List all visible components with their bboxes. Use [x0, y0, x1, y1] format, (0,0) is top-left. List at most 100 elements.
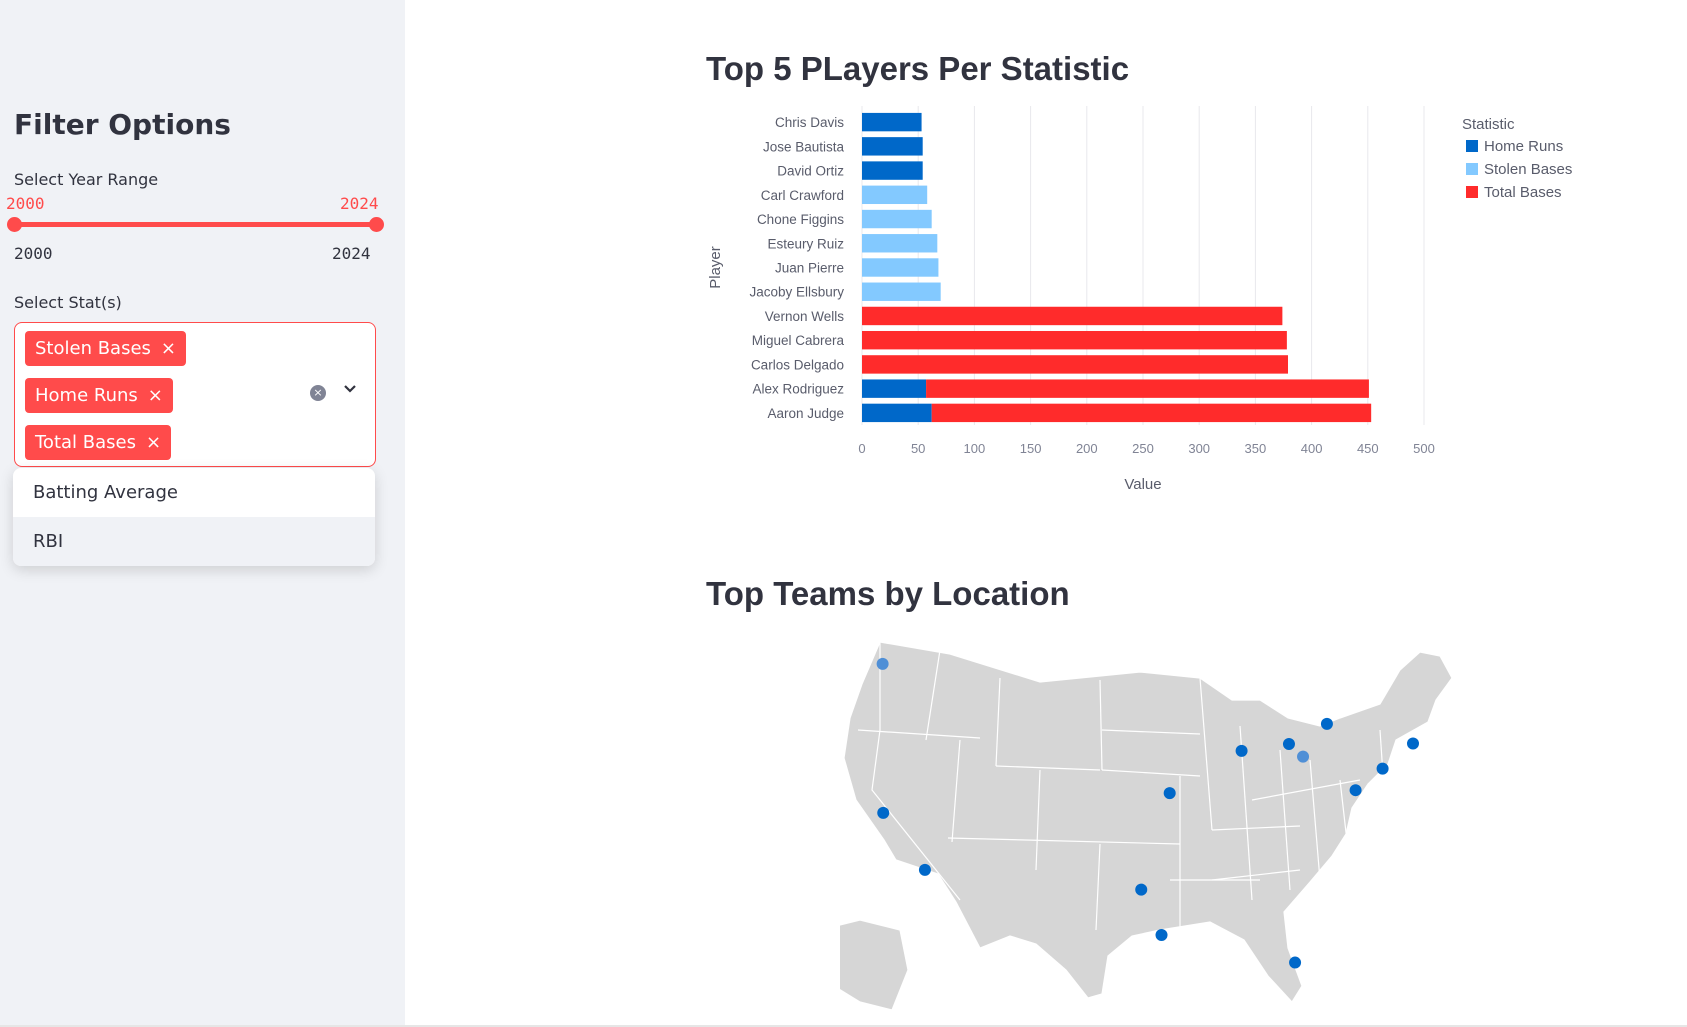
tag-label: Home Runs — [35, 385, 138, 406]
team-location-dot — [1155, 929, 1168, 942]
state-border — [1211, 869, 1301, 881]
year-range-label: Select Year Range — [14, 170, 159, 189]
dropdown-option-batting-average[interactable]: Batting Average — [33, 482, 178, 503]
team-location-dot — [1282, 737, 1295, 750]
legend-swatch — [1466, 140, 1478, 152]
bar — [862, 403, 932, 423]
state-border — [995, 677, 1001, 767]
dropdown-option-rbi[interactable]: RBI — [13, 517, 375, 566]
y-tick-label: David Ortiz — [777, 164, 844, 179]
y-tick-label: Aaron Judge — [767, 406, 844, 421]
legend-label: Home Runs — [1484, 138, 1563, 155]
team-location-dot — [1289, 956, 1302, 969]
x-axis-title: Value — [1124, 476, 1161, 493]
bar — [862, 379, 927, 398]
legend-title: Statistic — [1462, 116, 1515, 133]
bar — [862, 330, 1287, 350]
us-map — [840, 641, 1453, 1011]
remove-tag-icon[interactable]: × — [147, 385, 163, 406]
y-axis-title: Player — [707, 246, 724, 289]
state-border — [1251, 779, 1361, 801]
team-location-dot — [1376, 762, 1389, 775]
year-range-tick-max: 2024 — [332, 244, 371, 263]
remove-tag-icon[interactable]: × — [145, 432, 162, 453]
bar — [862, 161, 923, 180]
legend-swatch — [1466, 163, 1478, 175]
bar — [862, 137, 923, 156]
tag-stolen-bases[interactable]: Stolen Bases × — [25, 331, 187, 366]
state-border — [1379, 729, 1385, 791]
y-tick-label: Alex Rodriguez — [752, 382, 844, 397]
y-tick-label: Carlos Delgado — [751, 357, 844, 372]
tag-label: Stolen Bases — [35, 338, 151, 359]
bar — [862, 112, 922, 132]
bar — [862, 209, 932, 229]
team-location-dot — [1135, 883, 1148, 896]
bar — [862, 282, 941, 301]
x-tick-label: 150 — [1020, 441, 1042, 456]
alaska-shape — [840, 919, 909, 1011]
y-tick-label: Juan Pierre — [775, 261, 844, 276]
clear-all-icon[interactable]: × — [310, 385, 326, 401]
year-range-max-value: 2024 — [340, 194, 379, 213]
bar — [862, 258, 939, 277]
x-tick-label: 450 — [1357, 441, 1379, 456]
x-tick-label: 50 — [911, 441, 925, 456]
tag-label: Total Bases — [35, 432, 136, 453]
state-border — [871, 729, 961, 901]
x-tick-label: 400 — [1301, 441, 1323, 456]
bar — [862, 306, 1283, 326]
x-tick-label: 200 — [1076, 441, 1098, 456]
stats-dropdown: Batting Average RBI — [13, 468, 375, 566]
team-location-dot — [1320, 717, 1333, 730]
state-border — [995, 765, 1101, 771]
y-tick-label: Jacoby Ellsbury — [749, 285, 844, 300]
state-border — [1309, 759, 1321, 881]
remove-tag-icon[interactable]: × — [160, 338, 177, 359]
chart-title: Top 5 PLayers Per Statistic — [706, 50, 1130, 87]
state-border — [925, 649, 941, 741]
y-tick-label: Chris Davis — [775, 115, 844, 130]
sidebar: Filter Options Select Year Range 2000 20… — [0, 0, 405, 1027]
y-tick-label: Carl Crawford — [761, 188, 844, 203]
state-border — [1099, 679, 1103, 771]
state-border — [1339, 779, 1349, 851]
state-border — [1101, 729, 1201, 735]
sidebar-title: Filter Options — [14, 108, 231, 141]
stats-multiselect[interactable]: Stolen Bases × Home Runs × Total Bases ×… — [14, 322, 376, 467]
bar — [862, 234, 938, 253]
state-border — [947, 837, 1181, 845]
year-range-max-thumb[interactable] — [369, 217, 384, 232]
y-tick-label: Jose Bautista — [763, 139, 845, 154]
chevron-down-icon[interactable] — [341, 380, 359, 398]
x-tick-label: 500 — [1413, 441, 1435, 456]
team-location-dot — [1235, 744, 1248, 757]
y-tick-label: Esteury Ruiz — [767, 236, 844, 251]
year-range-tick-min: 2000 — [14, 244, 53, 263]
x-tick-label: 300 — [1188, 441, 1210, 456]
x-tick-label: 0 — [858, 441, 865, 456]
state-border — [1199, 677, 1213, 831]
team-location-dot — [877, 806, 890, 819]
map-title: Top Teams by Location — [706, 575, 1070, 612]
tag-home-runs[interactable]: Home Runs × — [25, 378, 173, 413]
bar — [931, 403, 1372, 423]
year-range-track[interactable] — [14, 222, 376, 227]
team-location-dot — [918, 863, 931, 876]
state-border — [1279, 749, 1291, 891]
state-border — [1095, 843, 1101, 931]
x-tick-label: 350 — [1245, 441, 1267, 456]
state-border — [1035, 769, 1041, 871]
year-range-min-value: 2000 — [6, 194, 45, 213]
legend-swatch — [1466, 186, 1478, 198]
legend-label: Stolen Bases — [1484, 161, 1572, 178]
bar — [862, 355, 1288, 374]
tag-total-bases[interactable]: Total Bases × — [25, 425, 172, 460]
state-border — [857, 729, 981, 739]
y-tick-label: Miguel Cabrera — [752, 333, 845, 348]
team-location-dot — [1297, 750, 1310, 763]
team-location-dot — [1407, 737, 1419, 750]
team-location-dot — [1349, 784, 1362, 797]
year-range-min-thumb[interactable] — [7, 217, 22, 232]
